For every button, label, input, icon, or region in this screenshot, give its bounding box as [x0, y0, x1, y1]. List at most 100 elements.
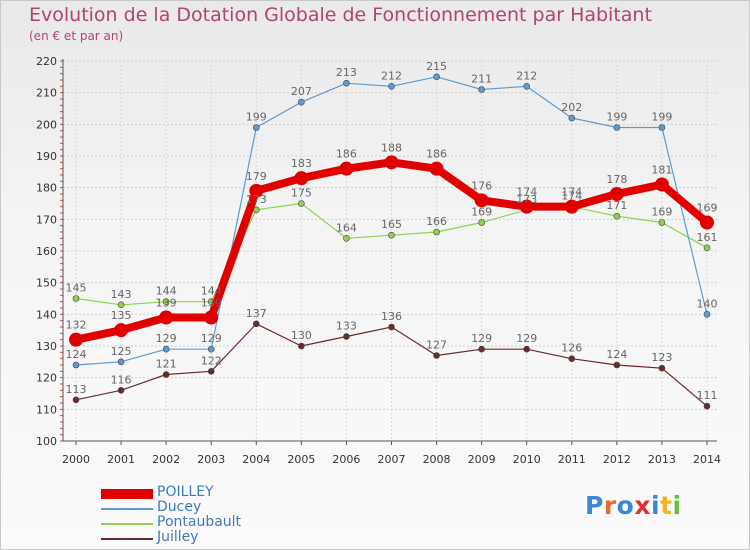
data-label-pontaubault: 143: [111, 288, 132, 301]
data-label-poilley: 169: [697, 202, 718, 215]
legend-swatch: [101, 508, 153, 510]
data-point-poilley: [249, 183, 264, 198]
data-label-poilley: 183: [291, 157, 312, 170]
data-label-ducey: 129: [156, 332, 177, 345]
data-point-ducey: [703, 311, 711, 318]
data-label-pontaubault: 174: [561, 190, 582, 203]
data-point-poilley: [654, 177, 669, 192]
data-label-pontaubault: 166: [426, 215, 447, 228]
x-tick-label: 2007: [378, 453, 406, 466]
data-label-juilley: 130: [291, 329, 312, 342]
data-point-juilley: [703, 402, 711, 410]
data-label-poilley: 188: [381, 141, 402, 154]
data-point-poilley: [700, 215, 714, 230]
data-point-poilley: [609, 187, 624, 201]
x-tick-label: 2013: [648, 453, 676, 466]
data-point-poilley: [339, 161, 354, 176]
data-label-juilley: 116: [111, 373, 132, 386]
data-label-juilley: 122: [201, 354, 222, 367]
data-label-pontaubault: 144: [201, 285, 222, 298]
data-label-juilley: 126: [561, 342, 582, 355]
logo-letter: i: [651, 491, 661, 520]
data-point-juilley: [207, 368, 215, 375]
legend-swatch: [101, 523, 153, 525]
data-label-juilley: 133: [336, 320, 357, 333]
data-label-poilley: 135: [111, 309, 132, 322]
x-tick-label: 2014: [693, 453, 721, 466]
data-label-poilley: 174: [516, 186, 537, 199]
data-point-ducey: [433, 73, 440, 81]
data-point-poilley: [159, 310, 174, 325]
data-label-ducey: 211: [471, 73, 492, 86]
proxiti-logo: Proxiti: [585, 491, 682, 520]
x-tick-label: 2004: [242, 453, 270, 466]
data-label-poilley: 179: [246, 170, 267, 183]
data-label-juilley: 127: [426, 339, 447, 352]
data-point-juilley: [478, 345, 485, 353]
data-label-juilley: 123: [651, 351, 672, 364]
data-point-ducey: [298, 98, 305, 106]
y-tick-label: 120: [36, 372, 57, 385]
data-label-poilley: 174: [561, 186, 582, 199]
data-label-pontaubault: 165: [381, 218, 402, 231]
chart-title: Evolution de la Dotation Globale de Fonc…: [29, 4, 652, 26]
legend-label: POILLEY: [157, 484, 214, 500]
chart-subtitle: (en € et par an): [29, 29, 124, 43]
data-label-pontaubault: 164: [336, 221, 357, 234]
y-tick-label: 150: [36, 277, 57, 290]
data-label-pontaubault: 169: [651, 206, 672, 219]
data-point-ducey: [658, 124, 666, 131]
data-label-poilley: 176: [471, 179, 492, 192]
data-label-juilley: 137: [246, 307, 267, 320]
data-point-juilley: [433, 352, 440, 359]
data-point-juilley: [252, 320, 260, 328]
data-label-ducey: 199: [606, 111, 627, 124]
x-tick-label: 2006: [332, 453, 360, 466]
data-label-poilley: 132: [66, 319, 87, 332]
y-tick-label: 160: [36, 245, 57, 258]
logo-letter: i: [672, 491, 682, 520]
logo-letter: t: [660, 491, 673, 520]
data-point-poilley: [294, 171, 309, 186]
data-point-juilley: [523, 345, 531, 353]
logo-letter: r: [603, 491, 617, 520]
data-label-poilley: 186: [336, 148, 357, 161]
data-point-juilley: [658, 364, 666, 372]
y-tick-label: 180: [36, 182, 57, 195]
data-point-pontaubault: [703, 244, 711, 252]
data-label-pontaubault: 161: [697, 231, 718, 244]
data-point-pontaubault: [72, 295, 80, 302]
data-point-pontaubault: [162, 298, 170, 305]
x-tick-label: 2000: [62, 453, 90, 466]
data-point-pontaubault: [388, 231, 395, 239]
data-label-juilley: 129: [471, 332, 492, 345]
legend-label: Pontaubault: [157, 514, 242, 530]
data-label-pontaubault: 173: [246, 193, 267, 206]
data-point-ducey: [117, 358, 125, 366]
data-label-ducey: 199: [246, 111, 267, 124]
data-point-ducey: [568, 114, 576, 122]
data-point-pontaubault: [343, 235, 350, 242]
data-label-pontaubault: 144: [156, 285, 177, 298]
x-tick-label: 2005: [287, 453, 315, 466]
data-label-ducey: 125: [111, 345, 132, 358]
data-point-juilley: [72, 396, 80, 404]
data-point-juilley: [117, 387, 125, 394]
data-label-poilley: 178: [606, 173, 627, 186]
data-label-pontaubault: 169: [471, 206, 492, 219]
data-label-ducey: 140: [697, 297, 718, 310]
data-label-ducey: 207: [291, 85, 312, 98]
data-point-juilley: [388, 323, 395, 331]
data-label-poilley: 186: [426, 148, 447, 161]
data-label-ducey: 124: [66, 348, 87, 361]
x-tick-label: 2012: [603, 453, 631, 466]
y-tick-label: 210: [36, 87, 57, 100]
data-label-juilley: 124: [606, 348, 627, 361]
data-point-pontaubault: [117, 301, 125, 309]
data-point-poilley: [519, 199, 534, 214]
legend-swatch: [101, 489, 153, 499]
data-label-poilley: 181: [651, 164, 672, 177]
data-point-ducey: [388, 83, 395, 90]
data-label-pontaubault: 171: [606, 199, 627, 212]
data-point-poilley: [204, 310, 219, 325]
